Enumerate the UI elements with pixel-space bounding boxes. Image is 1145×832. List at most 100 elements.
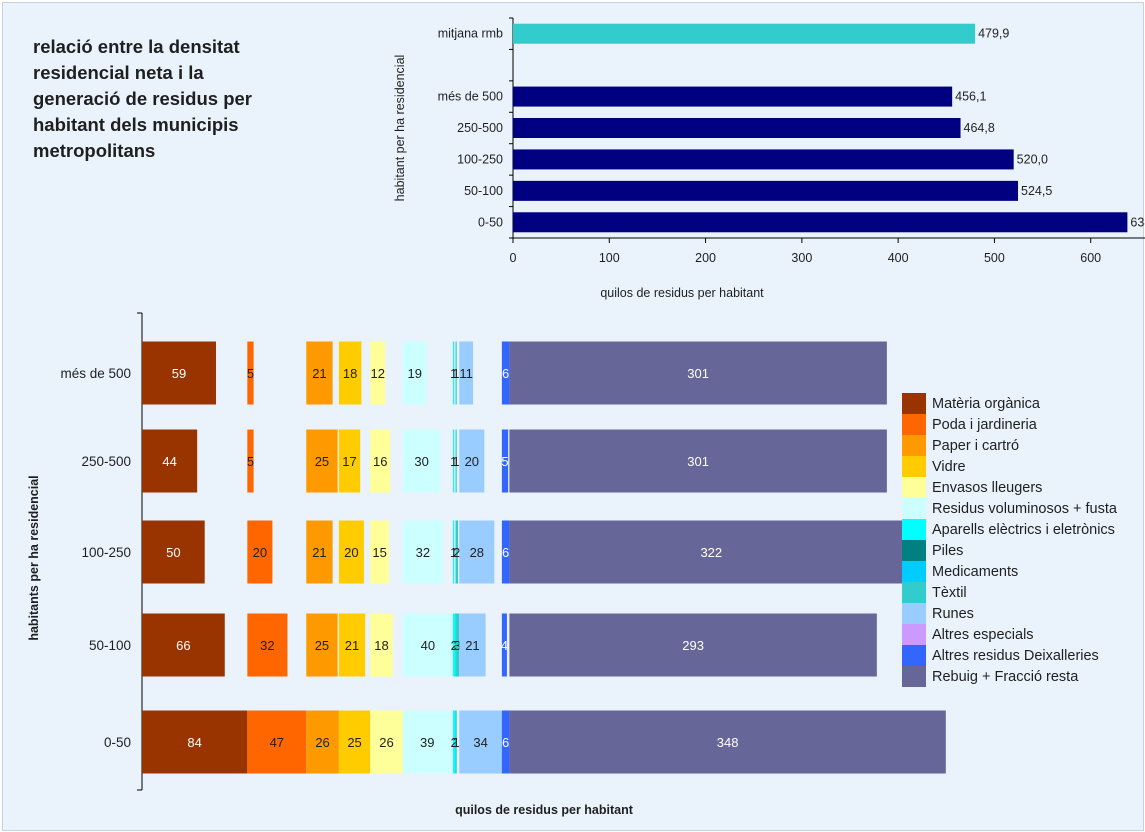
segment-value-label: 2 xyxy=(451,638,458,653)
bar xyxy=(513,118,961,138)
legend-label: Altres especials xyxy=(932,626,1034,643)
bar-value-label: 638,1 xyxy=(1130,215,1145,229)
legend-item: Envasos lleugers xyxy=(902,477,1142,498)
segment-value-label: 348 xyxy=(717,735,739,750)
stacked-bar-segment xyxy=(247,710,307,774)
chart-title: relació entre la densitat residencial ne… xyxy=(33,34,293,164)
x-axis-title: quilos de residus per habitant xyxy=(600,286,764,300)
segment-value-label: 301 xyxy=(687,366,709,381)
stacked-bar-segment xyxy=(338,710,371,774)
segment-value-label: 15 xyxy=(372,545,386,560)
legend-item: Poda i jardineria xyxy=(902,414,1142,435)
stacked-bar-segment xyxy=(370,429,391,493)
bar xyxy=(513,212,1128,233)
segment-value-label: 21 xyxy=(465,638,479,653)
segment-value-label: 2 xyxy=(453,545,460,560)
stacked-bar-segment xyxy=(402,429,441,493)
segment-value-label: 5 xyxy=(247,366,254,381)
x-tick-label: 200 xyxy=(695,251,716,265)
segment-value-label: 25 xyxy=(315,454,329,469)
x-axis-title: quilos de residus per habitant xyxy=(455,803,634,817)
stacked-bar-segment xyxy=(370,710,403,774)
bar-value-label: 520,0 xyxy=(1017,152,1048,166)
legend-swatch xyxy=(902,561,926,582)
segment-value-label: 2 xyxy=(451,735,458,750)
stacked-bar-segment xyxy=(402,710,452,774)
legend-label: Paper i cartró xyxy=(932,437,1020,454)
segment-value-label: 1 xyxy=(453,735,460,750)
legend-swatch xyxy=(902,435,926,456)
segment-value-label: 5 xyxy=(501,454,508,469)
stacked-bar-segment xyxy=(402,613,453,677)
legend-label: Piles xyxy=(932,542,964,559)
segment-value-label: 11 xyxy=(459,366,473,381)
stacked-bar-segment xyxy=(306,613,338,677)
segment-value-label: 50 xyxy=(166,545,180,560)
legend-label: Envasos lleugers xyxy=(932,479,1043,496)
segment-value-label: 26 xyxy=(315,735,329,750)
legend-item: Runes xyxy=(902,603,1142,624)
stacked-bar-segment xyxy=(370,613,393,677)
stacked-bar-segment xyxy=(455,710,457,774)
stacked-bar-segment xyxy=(459,613,486,677)
x-tick-label: 0 xyxy=(510,251,517,265)
segment-value-label: 25 xyxy=(347,735,361,750)
segment-value-label: 28 xyxy=(470,545,484,560)
legend-label: Aparells elèctrics i eletrònics xyxy=(932,521,1115,538)
stacked-bar-segment xyxy=(306,341,333,405)
segment-value-label: 20 xyxy=(253,545,267,560)
legend-swatch xyxy=(902,624,926,645)
stacked-bar-segment xyxy=(142,710,248,774)
stacked-bar-segment xyxy=(452,613,456,677)
legend-label: Tèxtil xyxy=(932,584,967,601)
stacked-bar-segment xyxy=(501,429,509,493)
legend-item: Matèria orgànica xyxy=(902,393,1142,414)
legend-item: Medicaments xyxy=(902,561,1142,582)
legend-swatch xyxy=(902,645,926,666)
segment-value-label: 39 xyxy=(420,735,434,750)
segment-value-label: 17 xyxy=(342,454,356,469)
bar-value-label: 456,1 xyxy=(955,90,986,104)
segment-value-label: 25 xyxy=(315,638,329,653)
segment-value-label: 1 xyxy=(450,454,457,469)
segment-value-label: 59 xyxy=(172,366,186,381)
segment-value-label: 1 xyxy=(453,366,460,381)
stacked-bar-segment xyxy=(247,341,254,405)
segment-value-label: 30 xyxy=(414,454,428,469)
segment-value-label: 5 xyxy=(247,454,254,469)
y-tick-label: més de 500 xyxy=(60,366,131,381)
y-tick-label: 0-50 xyxy=(478,215,503,229)
stacked-bar-segment xyxy=(338,520,364,584)
stacked-bar-segment xyxy=(142,341,216,405)
legend-swatch xyxy=(902,393,926,414)
stacked-bar-segment xyxy=(452,341,455,405)
segment-value-label: 40 xyxy=(421,638,435,653)
legend-swatch xyxy=(902,477,926,498)
legend-label: Altres residus Deixalleries xyxy=(932,647,1099,664)
stacked-bar-segment xyxy=(501,710,510,774)
y-tick-label: 50-100 xyxy=(89,638,131,653)
title-line: relació entre la densitat xyxy=(33,36,240,57)
segment-value-label: 1 xyxy=(450,366,457,381)
stacked-bar-segment xyxy=(306,520,333,584)
segment-value-label: 32 xyxy=(260,638,274,653)
stacked-bar-segment xyxy=(247,520,273,584)
stacked-bar-segment xyxy=(247,429,254,493)
segment-value-label: 20 xyxy=(344,545,358,560)
stacked-bar-segment xyxy=(509,710,946,774)
x-tick-label: 600 xyxy=(1080,251,1101,265)
legend-label: Poda i jardineria xyxy=(932,416,1037,433)
x-tick-label: 300 xyxy=(791,251,812,265)
title-line: habitant dels municipis xyxy=(33,114,239,135)
stacked-bar-segment xyxy=(338,429,361,493)
segment-value-label: 4 xyxy=(501,638,508,653)
y-tick-label: 50-100 xyxy=(464,184,503,198)
legend-label: Medicaments xyxy=(932,563,1019,580)
x-tick-label: 100 xyxy=(599,251,620,265)
y-tick-label: 0-50 xyxy=(104,735,131,750)
segment-value-label: 322 xyxy=(700,545,722,560)
segment-value-label: 16 xyxy=(373,454,387,469)
legend-item: Paper i cartró xyxy=(902,435,1142,456)
